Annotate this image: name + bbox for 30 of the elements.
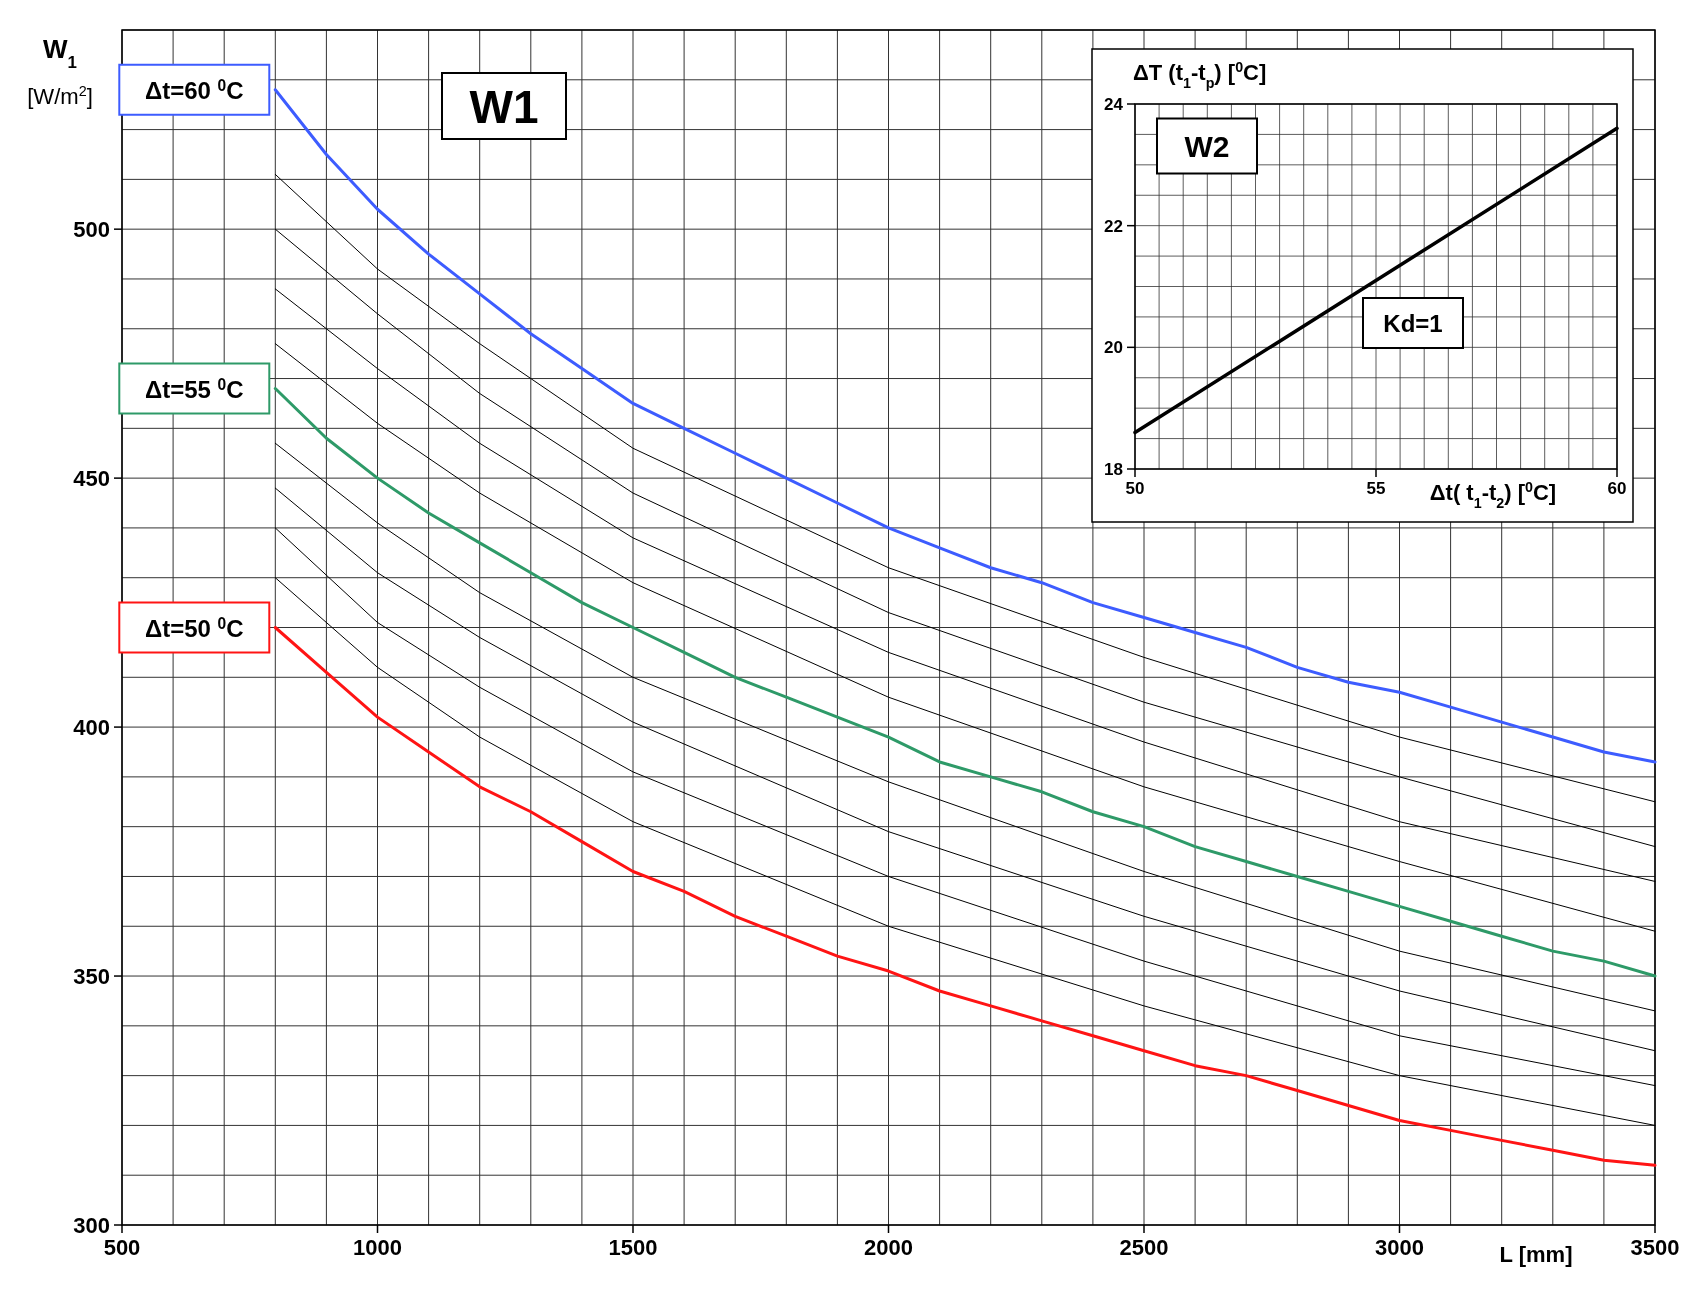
y-tick-label: 24 — [1104, 94, 1124, 114]
y-tick-label: 450 — [73, 465, 110, 491]
x-axis-title: Δt( t$_{1}$-t$_{2}$) [$^{0}$C] — [1429, 479, 1557, 511]
y-tick-label: 350 — [73, 963, 110, 989]
annotation: W2 — [1184, 129, 1230, 163]
series-label: Δt=50 $^{0}$C — [144, 614, 244, 642]
y-tick-label: 22 — [1104, 216, 1123, 236]
x-tick-label: 2000 — [864, 1235, 913, 1260]
x-tick-label: 2500 — [1119, 1235, 1169, 1260]
x-axis-title: L [mm] — [1499, 1242, 1573, 1267]
y-axis-title: W$_{1}$ [W/m$^{2}$] — [27, 34, 93, 109]
line-series — [273, 626, 1657, 1167]
y-tick-label: 20 — [1104, 338, 1123, 358]
x-tick-label: 50 — [1125, 479, 1145, 498]
y-axis-title: ΔT (t$_{1}$-t$_{p}$) [$^{0}$C] — [1133, 59, 1267, 91]
y-tick-label: 18 — [1104, 459, 1123, 479]
x-tick-label: 3000 — [1375, 1235, 1424, 1260]
annotation: W1 — [469, 80, 539, 133]
series-label: Δt=60 $^{0}$C — [144, 76, 244, 104]
x-tick-label: 60 — [1607, 479, 1627, 498]
y-tick-label: 500 — [73, 216, 110, 242]
series-label: Δt=55 $^{0}$C — [144, 375, 244, 403]
x-tick-label: 500 — [103, 1235, 141, 1260]
annotation: Kd=1 — [1383, 309, 1443, 337]
x-tick-label: 3500 — [1630, 1235, 1680, 1260]
y-tick-label: 400 — [73, 714, 110, 740]
x-tick-label: 1500 — [608, 1235, 658, 1260]
x-tick-label: 1000 — [353, 1235, 402, 1260]
y-tick-label: 300 — [73, 1212, 110, 1238]
x-tick-label: 55 — [1366, 479, 1386, 498]
